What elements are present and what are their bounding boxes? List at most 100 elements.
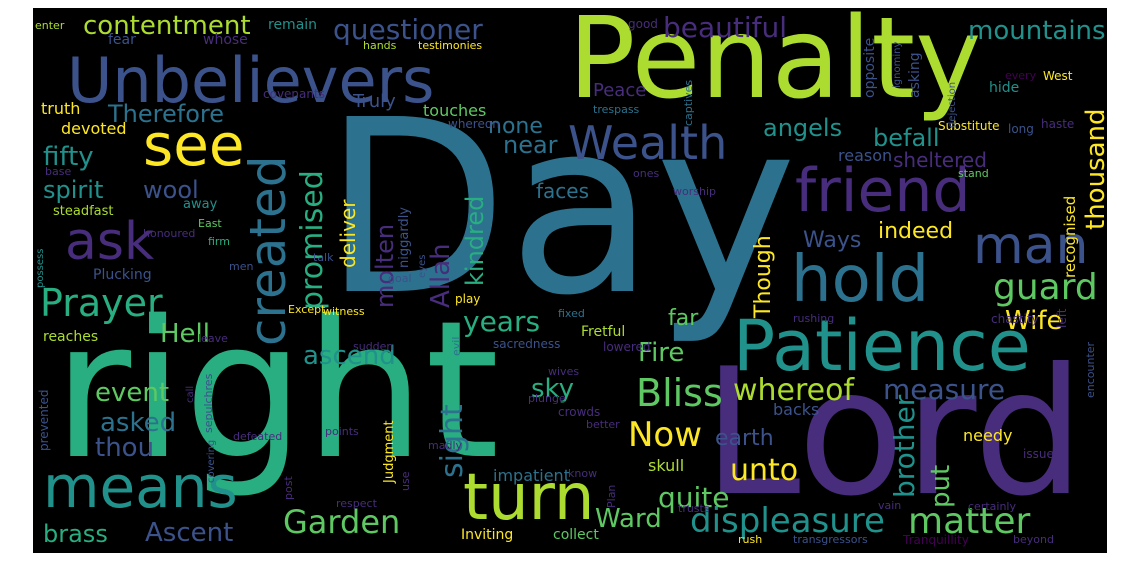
word-allah: Allah: [426, 243, 456, 308]
word-whose: whose: [203, 32, 248, 48]
word-except: Except: [288, 303, 326, 316]
word-left: left: [1055, 308, 1069, 328]
word-witness: witness: [323, 305, 365, 318]
word-sky: sky: [531, 374, 575, 404]
word-truth: truth: [41, 99, 81, 118]
word-covering: covering: [206, 439, 217, 483]
word-truly: Truly: [353, 91, 396, 112]
word-rush: rush: [738, 533, 763, 546]
word-event: event: [95, 378, 170, 408]
word-encounter: encounter: [1084, 341, 1097, 398]
word-contentment: contentment: [83, 11, 251, 41]
word-talk: talk: [313, 251, 334, 264]
word-goal: goal: [388, 272, 412, 285]
word-fixed: fixed: [558, 307, 585, 320]
word-good: good: [628, 17, 658, 31]
word-needy: needy: [963, 426, 1013, 445]
word-collect: collect: [553, 527, 599, 543]
word-firm: firm: [208, 235, 230, 248]
word-sepulchres: sepulchres: [202, 373, 215, 433]
word-dejection: dejection: [947, 81, 958, 128]
word-enter: enter: [35, 19, 65, 32]
word-deliver: deliver: [336, 199, 360, 268]
word-touches: touches: [423, 101, 487, 120]
word-worship: worship: [673, 185, 716, 198]
word-quite: quite: [658, 481, 730, 514]
word-long: long: [1008, 122, 1034, 136]
word-use: use: [399, 471, 412, 491]
word-recognised: recognised: [1061, 195, 1079, 278]
word-created: created: [239, 155, 297, 346]
word-sudden: sudden: [353, 340, 394, 353]
word-lord: Lord: [703, 332, 1085, 535]
word-skull: skull: [648, 456, 685, 475]
word-stand: stand: [958, 167, 989, 180]
word-prevented: prevented: [37, 389, 51, 451]
word-trespass: trespass: [593, 103, 640, 116]
word-unto: unto: [730, 453, 799, 488]
word-brass: brass: [43, 520, 108, 548]
word-ones: ones: [633, 167, 660, 180]
word-fifty: fifty: [43, 142, 94, 172]
word-call: call: [185, 385, 196, 403]
word-asked: asked: [100, 408, 177, 438]
word-guard: guard: [993, 267, 1098, 308]
word-right: right: [53, 280, 500, 501]
word-hell: Hell: [160, 319, 210, 349]
word-eyes: eyes: [417, 254, 428, 278]
word-prayer: Prayer: [40, 281, 163, 325]
word-peace: Peace: [593, 80, 647, 101]
word-asking: asking: [907, 52, 923, 98]
word-though: Though: [751, 235, 776, 318]
word-backs: backs: [773, 400, 820, 419]
word-defeated: defeated: [233, 430, 283, 443]
word-whereon: whereon: [448, 117, 500, 131]
word-see: see: [143, 111, 245, 179]
word-remain: remain: [268, 17, 318, 33]
word-play: play: [455, 292, 481, 306]
word-haste: haste: [1041, 117, 1075, 131]
word-therefore: Therefore: [108, 100, 224, 128]
word-kindred: kindred: [461, 195, 489, 286]
word-transgressors: transgressors: [793, 533, 868, 546]
word-man: man: [973, 216, 1089, 276]
word-tranquillity: Tranquillity: [903, 533, 969, 547]
word-issue: issue: [1023, 447, 1054, 461]
word-plan: Plan: [605, 484, 618, 508]
word-better: better: [586, 418, 620, 431]
word-plucking: Plucking: [93, 267, 152, 283]
word-points: points: [325, 425, 359, 438]
word-years: years: [463, 305, 541, 338]
word-indeed: indeed: [878, 219, 954, 244]
word-west: West: [1043, 69, 1073, 83]
word-sheltered: sheltered: [893, 148, 987, 172]
word-wife: Wife: [1005, 306, 1063, 336]
word-hands: hands: [363, 39, 397, 52]
word-promised: promised: [295, 170, 330, 310]
word-crowds: crowds: [558, 405, 601, 419]
word-put: put: [926, 464, 956, 508]
word-hold: hold: [791, 243, 930, 317]
word-thousand: thousand: [1081, 108, 1107, 230]
word-means: means: [43, 453, 238, 521]
word-post: post: [282, 476, 295, 500]
word-bliss: Bliss: [636, 371, 723, 415]
word-friend: friend: [795, 156, 971, 226]
word-faces: faces: [536, 179, 590, 203]
word-ask: ask: [65, 212, 155, 272]
word-thou: thou: [95, 433, 155, 463]
word-earth: earth: [715, 426, 774, 451]
word-beyond: beyond: [1013, 533, 1054, 546]
word-whereof: whereof: [733, 373, 855, 408]
word-trusts: trusts: [678, 502, 710, 515]
word-respect: respect: [336, 497, 377, 510]
word-penalty: Penalty: [568, 8, 982, 124]
word-molten: molten: [371, 223, 399, 308]
word-base: base: [45, 165, 72, 178]
word-evil: evil: [450, 336, 463, 356]
word-ascent: Ascent: [145, 518, 234, 548]
word-questioner: questioner: [333, 13, 483, 46]
word-every: every: [1005, 69, 1037, 82]
word-far: far: [668, 306, 699, 331]
word-captives: captives: [682, 79, 695, 126]
